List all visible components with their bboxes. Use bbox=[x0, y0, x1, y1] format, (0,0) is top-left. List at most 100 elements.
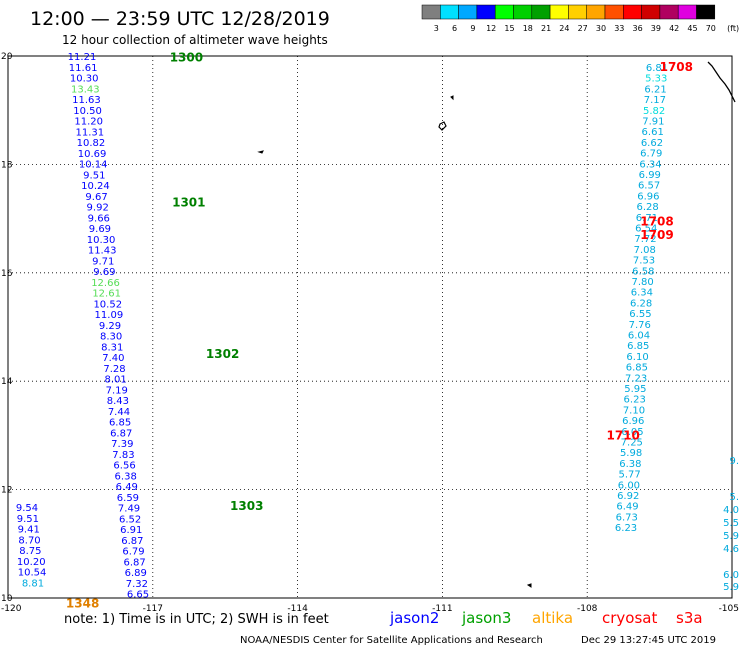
wave-height-label: 6.61 bbox=[642, 127, 664, 138]
wave-height-label: 10.52 bbox=[93, 299, 122, 310]
lat-lon-grid bbox=[7, 55, 733, 599]
axis-labels: 20 18 16 14 12 10-120 -117 -114 -111 -108 -105 bbox=[1, 52, 739, 614]
wave-height-label: 6.05 bbox=[621, 427, 643, 438]
wave-height-label: 5.9 bbox=[723, 582, 739, 593]
wave-height-label: 7.80 bbox=[631, 277, 653, 288]
wave-height-label: 6.85 bbox=[109, 418, 131, 429]
wave-height-label: 6.38 bbox=[115, 471, 137, 482]
wave-height-label: 11.63 bbox=[72, 95, 101, 106]
pass-time-label: 1302 bbox=[206, 347, 239, 361]
colorbar-swatch bbox=[494, 4, 514, 20]
colorbar-label: (ft) bbox=[727, 24, 739, 33]
pass-time-label: 1708 bbox=[640, 214, 673, 228]
wave-height-label: 7.17 bbox=[644, 95, 666, 106]
wave-height-label: 12.66 bbox=[91, 278, 120, 289]
longitude-label: -120 bbox=[1, 604, 22, 614]
wave-height-label: 10.54 bbox=[18, 568, 47, 579]
wave-height-label: 6.71 bbox=[636, 213, 658, 224]
colorbar-swatch bbox=[549, 4, 569, 20]
colorbar-swatch bbox=[677, 4, 697, 20]
wave-height-label: 8.01 bbox=[104, 375, 126, 386]
wave-height-label: 7.23 bbox=[625, 373, 647, 384]
colorbar-label: 6 bbox=[452, 24, 457, 33]
wave-height-label: 6.91 bbox=[120, 525, 142, 536]
wave-height-label: 7.32 bbox=[126, 579, 148, 590]
colorbar-swatch bbox=[696, 4, 716, 20]
wave-height-label: 6.23 bbox=[615, 523, 637, 534]
wave-height-label: 7.28 bbox=[103, 364, 125, 375]
pass-time-label: 1301 bbox=[172, 195, 205, 209]
colorbar-label: 24 bbox=[559, 24, 569, 33]
satellite-name: jason3 bbox=[461, 609, 511, 627]
colorbar: 3 6 9 12 15 18 21 24 27 30 33 36 39 42 45 70 (ft) bbox=[421, 4, 739, 33]
colorbar-label: 42 bbox=[669, 24, 679, 33]
colorbar-label: 30 bbox=[596, 24, 606, 33]
wave-height-label: 13.43 bbox=[71, 84, 100, 95]
wave-height-label: 6.79 bbox=[640, 149, 662, 160]
longitude-label: -114 bbox=[287, 604, 308, 614]
coastline bbox=[707, 61, 736, 103]
wave-height-label: 6.96 bbox=[622, 416, 644, 427]
wave-height-label: 6.57 bbox=[638, 181, 660, 192]
island-dot bbox=[257, 150, 264, 154]
wave-height-label: 6.34 bbox=[631, 288, 653, 299]
wave-height-label: 7.19 bbox=[106, 385, 128, 396]
colorbar-swatch bbox=[458, 4, 478, 20]
latitude-label: 18 bbox=[1, 160, 13, 170]
wave-height-label: 6.59 bbox=[117, 493, 139, 504]
wave-height-label: 10.20 bbox=[17, 557, 46, 568]
wave-height-label: 6.87 bbox=[124, 557, 146, 568]
wave-height-label: 7.83 bbox=[112, 450, 134, 461]
pass-time-label: 1303 bbox=[230, 499, 263, 513]
wave-height-label: 7.39 bbox=[111, 439, 133, 450]
timestamp-text: Dec 29 13:27:45 UTC 2019 bbox=[581, 635, 716, 646]
latitude-label: 20 bbox=[1, 52, 13, 62]
map-frame bbox=[7, 55, 733, 599]
wave-height-label: 9.66 bbox=[88, 213, 110, 224]
satellite-legend: jason2 jason3 altika cryosat s3a bbox=[389, 609, 703, 627]
wave-height-label: 12.61 bbox=[92, 289, 121, 300]
map-title: 12:00 — 23:59 UTC 12/28/2019 bbox=[30, 8, 330, 30]
wave-height-label: 6.58 bbox=[632, 266, 654, 277]
longitude-label: -108 bbox=[577, 604, 598, 614]
colorbar-swatch bbox=[659, 4, 679, 20]
wave-height-label: 5.82 bbox=[643, 106, 665, 117]
island-outline bbox=[438, 121, 447, 131]
wave-height-label: 5.9 bbox=[723, 531, 739, 542]
wave-height-label: 6.54 bbox=[635, 224, 657, 235]
wave-height-label: 11.61 bbox=[69, 63, 98, 74]
wave-height-label: 9.51 bbox=[83, 170, 105, 181]
colorbar-swatch bbox=[421, 4, 441, 20]
wave-height-label: 9.71 bbox=[92, 256, 114, 267]
wave-height-label: 6.62 bbox=[641, 138, 663, 149]
wave-height-label: 9.54 bbox=[16, 503, 38, 514]
longitude-label: -105 bbox=[719, 604, 739, 614]
wave-height-label: 5.5 bbox=[723, 518, 739, 529]
wave-height-label: 6.96 bbox=[637, 191, 659, 202]
wave-height-label: 10.24 bbox=[81, 181, 110, 192]
pass-time-label: 1710 bbox=[607, 428, 640, 442]
wave-height-label: 6.56 bbox=[113, 461, 135, 472]
wave-height-label: 7.08 bbox=[634, 245, 656, 256]
edge-values: 9.5.4.05.55.94.66.05.9 bbox=[723, 456, 739, 593]
satellite-name: cryosat bbox=[602, 609, 657, 627]
wave-height-label: 7.49 bbox=[118, 504, 140, 515]
wave-height-label: 11.20 bbox=[74, 117, 103, 128]
colorbar-swatch bbox=[604, 4, 624, 20]
island-dot bbox=[526, 583, 532, 588]
wave-height-label: 6.85 bbox=[627, 341, 649, 352]
colorbar-label: 21 bbox=[541, 24, 551, 33]
coastline-features bbox=[257, 61, 736, 588]
wave-height-label: 9.92 bbox=[87, 203, 109, 214]
wave-height-label: 7.10 bbox=[623, 405, 645, 416]
latitude-label: 14 bbox=[1, 377, 13, 387]
longitude-label: -111 bbox=[432, 604, 452, 614]
wave-height-label: 6.28 bbox=[630, 298, 652, 309]
wave-height-label: 9. bbox=[729, 456, 739, 467]
colorbar-label: 70 bbox=[706, 24, 716, 33]
wave-height-label: 6.87 bbox=[110, 428, 132, 439]
wave-height-label: 10.82 bbox=[77, 138, 106, 149]
colorbar-swatch bbox=[476, 4, 496, 20]
satellite-name: altika bbox=[532, 609, 573, 627]
